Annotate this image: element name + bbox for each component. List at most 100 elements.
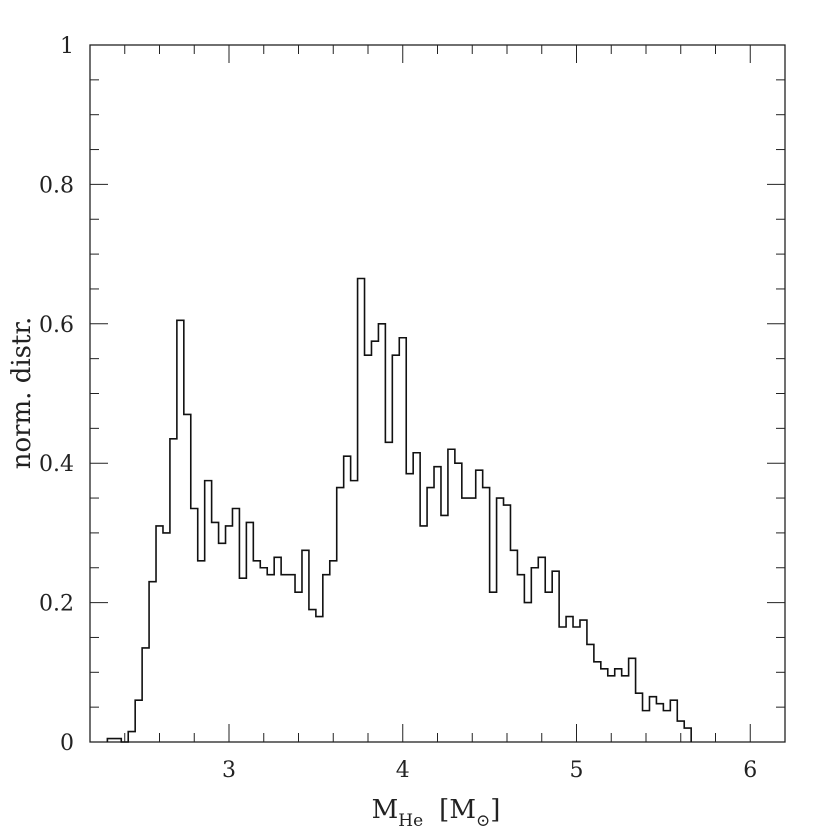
histogram-bin <box>191 509 198 742</box>
histogram-bin <box>239 578 246 742</box>
axis-ticks <box>89 44 786 743</box>
x-axis-title-unit-subscript: ⊙ <box>476 811 490 830</box>
histogram-bin <box>566 617 573 742</box>
histogram-bin <box>371 341 378 742</box>
histogram-bin <box>114 739 121 742</box>
histogram-bin <box>601 669 608 742</box>
histogram-bin <box>330 561 337 742</box>
x-tick-label: 4 <box>396 758 410 783</box>
histogram-bin <box>378 324 385 742</box>
histogram-bin <box>413 453 420 742</box>
histogram-bin <box>455 463 462 742</box>
histogram-bin <box>420 526 427 742</box>
x-tick-label: 3 <box>222 758 236 783</box>
histogram-bin <box>517 575 524 742</box>
histogram-bin <box>246 522 253 742</box>
y-tick-label: 0.8 <box>39 173 74 198</box>
histogram-bin <box>670 700 677 742</box>
histogram-bin <box>490 592 497 742</box>
histogram-bin <box>580 620 587 742</box>
histogram-bin <box>184 414 191 742</box>
histogram-bin <box>149 582 156 742</box>
histogram-bin <box>684 728 691 742</box>
histogram-bin <box>608 676 615 742</box>
histogram-bin <box>552 571 559 742</box>
histogram-bin <box>656 704 663 742</box>
histogram-bin <box>295 592 302 742</box>
histogram-bin <box>434 467 441 742</box>
histogram-bin <box>677 721 684 742</box>
histogram-bin <box>337 488 344 742</box>
histogram-bin <box>274 557 281 742</box>
histogram-bin <box>177 320 184 742</box>
y-tick-label: 1 <box>60 34 74 59</box>
histogram-bin <box>107 739 114 742</box>
x-tick-label: 5 <box>570 758 584 783</box>
histogram-bin <box>538 557 545 742</box>
x-axis-title-bracket-open: [ <box>439 795 449 825</box>
histogram-bin <box>663 711 670 742</box>
histogram-bin <box>406 474 413 742</box>
histogram-bin <box>170 439 177 742</box>
histogram-bin <box>629 658 636 742</box>
histogram-bin <box>267 575 274 742</box>
histogram-bin <box>427 488 434 742</box>
y-tick-label: 0.2 <box>39 592 74 617</box>
histogram-bin <box>205 481 212 742</box>
histogram-bin <box>232 509 239 742</box>
histogram-bin <box>344 456 351 742</box>
histogram-bin <box>253 561 260 742</box>
histogram-bin <box>469 498 476 742</box>
histogram-bin <box>545 592 552 742</box>
histogram-bin <box>135 700 142 742</box>
histogram-bin <box>441 515 448 742</box>
histogram-bin <box>649 697 656 742</box>
histogram-bin <box>504 505 511 742</box>
histogram-bin <box>198 561 205 742</box>
y-tick-label: 0 <box>60 731 74 756</box>
histogram-bin <box>392 355 399 742</box>
histogram-bin <box>365 355 372 742</box>
x-axis-title-bracket-close: ] <box>490 795 500 825</box>
histogram-bin <box>302 550 309 742</box>
histogram-bin <box>643 711 650 742</box>
y-axis-title: norm. distr. <box>7 317 37 470</box>
histogram-bin <box>323 575 330 742</box>
histogram-bin <box>483 488 490 742</box>
histogram-bin <box>156 526 163 742</box>
histogram-bin <box>212 522 219 742</box>
histogram-bin <box>573 627 580 742</box>
histogram-bin <box>281 575 288 742</box>
histogram-bin <box>163 533 170 742</box>
histogram-bins <box>107 278 691 742</box>
histogram-bin <box>497 498 504 742</box>
x-axis-title-symbol: M <box>372 795 399 825</box>
axis-tick-labels: 3 4 5 6 0 0.2 0.4 0.6 0.8 1 <box>39 34 757 783</box>
histogram-step-line <box>106 277 692 743</box>
histogram-bin <box>142 648 149 742</box>
histogram-bin <box>399 338 406 742</box>
histogram-bin <box>351 481 358 742</box>
histogram-bin <box>288 575 295 742</box>
histogram-bin <box>622 676 629 742</box>
x-tick-label: 6 <box>743 758 757 783</box>
histogram-bin <box>448 449 455 742</box>
histogram-bin <box>309 610 316 742</box>
histogram-bin <box>636 693 643 742</box>
histogram-bin <box>260 568 267 742</box>
x-axis-title: MHe [M⊙] <box>372 795 501 830</box>
y-tick-label: 0.4 <box>39 452 74 477</box>
histogram-bin <box>524 603 531 742</box>
histogram-bin <box>358 278 365 742</box>
x-axis-title-unit: M <box>449 795 476 825</box>
histogram-bin <box>385 442 392 742</box>
x-axis-title-subscript: He <box>398 811 423 830</box>
histogram-bin <box>559 627 566 742</box>
histogram-bin <box>462 498 469 742</box>
histogram-bin <box>226 526 233 742</box>
y-tick-label: 0.6 <box>39 313 74 338</box>
histogram-bin <box>476 470 483 742</box>
histogram-bin <box>219 543 226 742</box>
histogram-bin <box>594 662 601 742</box>
